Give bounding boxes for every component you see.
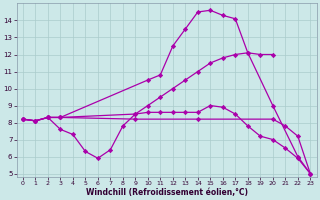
X-axis label: Windchill (Refroidissement éolien,°C): Windchill (Refroidissement éolien,°C) [85, 188, 248, 197]
